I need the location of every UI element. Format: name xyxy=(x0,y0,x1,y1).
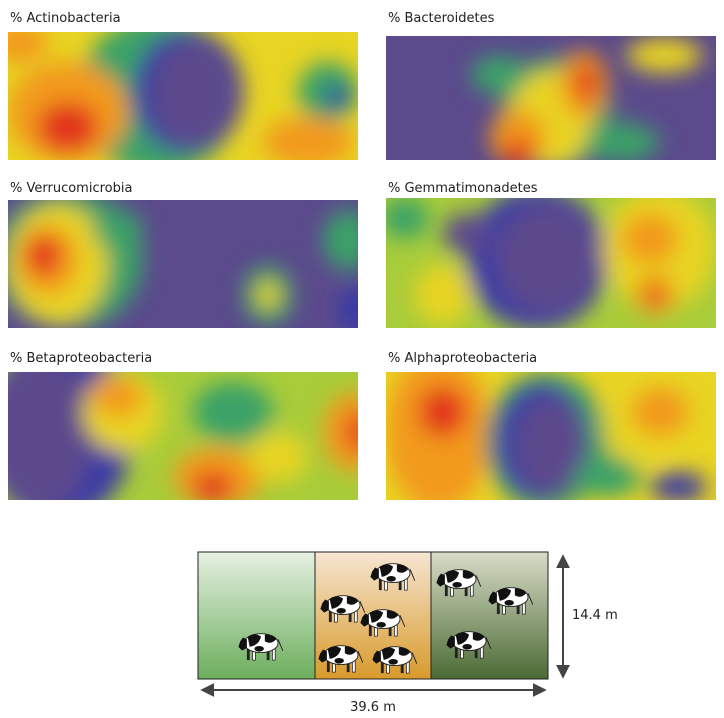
color-field xyxy=(513,397,589,497)
color-field xyxy=(626,37,702,73)
heatmap xyxy=(8,372,358,500)
color-field xyxy=(8,372,93,500)
color-field xyxy=(574,457,641,497)
color-field xyxy=(38,102,98,152)
color-field xyxy=(631,387,688,437)
heatmap-panels: % Actinobacteria % Bacteroidetes % Verruco… xyxy=(8,11,716,500)
heatmap-fields xyxy=(386,372,707,500)
field-outline xyxy=(197,551,549,680)
color-field xyxy=(584,123,660,160)
color-field xyxy=(323,392,358,472)
color-field xyxy=(346,412,358,452)
heatmap-panel: % Gemmatimonadetes xyxy=(386,181,716,328)
color-field xyxy=(650,472,707,500)
color-field xyxy=(256,281,280,309)
heatmap-panel: % Alphaproteobacteria xyxy=(386,351,716,500)
color-field xyxy=(193,472,233,500)
field-diagram: 14.4 m 39.6 m xyxy=(197,551,618,715)
color-field xyxy=(326,85,350,109)
color-field xyxy=(8,32,48,62)
heatmap xyxy=(386,198,716,328)
panel-title: % Gemmatimonadetes xyxy=(388,181,538,196)
paddock-1 xyxy=(198,552,315,679)
heatmap-panel: % Bacteroidetes xyxy=(386,11,716,160)
heatmap-panel: % Betaproteobacteria xyxy=(8,351,358,500)
panel-title: % Bacteroidetes xyxy=(388,11,495,26)
heatmap-fields xyxy=(386,198,716,328)
color-field xyxy=(489,108,547,160)
color-field xyxy=(470,55,528,95)
heatmap-fields xyxy=(8,32,358,160)
heatmap-fields xyxy=(470,37,702,160)
color-field xyxy=(151,39,235,149)
color-field xyxy=(442,213,490,254)
color-field xyxy=(193,382,273,442)
color-field xyxy=(645,285,665,304)
heatmap-panel: % Verrucomicrobia xyxy=(8,181,358,328)
heatmap xyxy=(8,32,358,160)
color-field xyxy=(323,210,358,270)
color-field xyxy=(93,210,143,250)
heatmap xyxy=(8,200,358,328)
heatmap-fields xyxy=(8,200,358,328)
panel-title: % Betaproteobacteria xyxy=(10,351,152,366)
panel-title: % Actinobacteria xyxy=(10,11,121,26)
color-field xyxy=(338,285,358,328)
color-field xyxy=(248,432,308,482)
color-field xyxy=(263,117,353,160)
heatmap-fields xyxy=(8,372,358,500)
color-field xyxy=(494,203,599,315)
width-label: 39.6 m xyxy=(350,700,396,715)
color-field xyxy=(414,264,471,325)
heatmap xyxy=(386,36,716,160)
heatmap xyxy=(386,372,716,500)
color-field xyxy=(419,387,467,437)
heatmap-panel: % Actinobacteria xyxy=(8,11,358,160)
color-field xyxy=(621,213,679,265)
color-field xyxy=(386,198,429,239)
panel-title: % Verrucomicrobia xyxy=(10,181,132,196)
color-field xyxy=(93,377,143,417)
color-field xyxy=(502,138,534,160)
height-label: 14.4 m xyxy=(572,608,618,623)
color-field xyxy=(25,235,61,275)
panel-title: % Alphaproteobacteria xyxy=(388,351,537,366)
color-field xyxy=(574,63,598,102)
paddock-3 xyxy=(431,552,548,679)
